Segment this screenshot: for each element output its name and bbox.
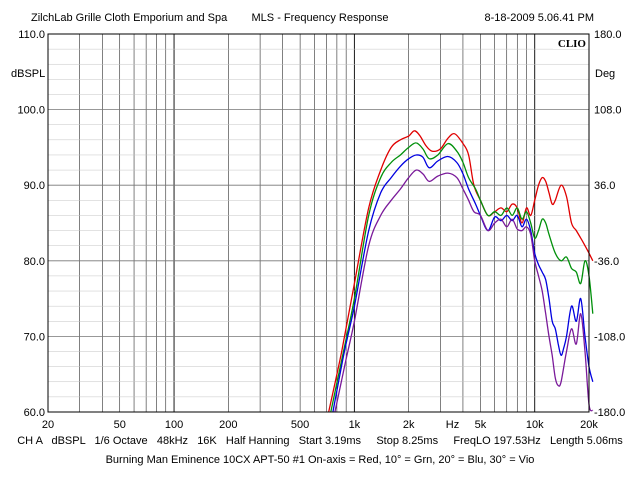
y-tick-labels: 110.0 100.0 90.0 80.0 70.0 60.0 bbox=[17, 29, 45, 419]
y-tick-label: 80.0 bbox=[24, 256, 45, 268]
series-group bbox=[328, 130, 594, 413]
clio-badge-bg bbox=[553, 36, 587, 49]
y2-tick-label: 180.0 bbox=[594, 29, 622, 41]
x-tick-label: Hz bbox=[446, 419, 459, 431]
footer-parameters: CH A dBSPL 1/6 Octave 48kHz 16K Half Han… bbox=[17, 435, 623, 447]
x-tick-label: 200 bbox=[219, 419, 237, 431]
y2-axis-label: Deg bbox=[595, 68, 615, 80]
x-tick-label: 20 bbox=[42, 419, 54, 431]
y2-tick-label: 108.0 bbox=[594, 105, 622, 117]
clio-logo: CLIO bbox=[558, 38, 587, 50]
x-tick-label: 20k bbox=[580, 419, 598, 431]
x-tick-label: 50 bbox=[114, 419, 126, 431]
y-tick-label: 90.0 bbox=[24, 180, 45, 192]
series-line-1 bbox=[328, 130, 594, 413]
grid-lines bbox=[48, 34, 589, 412]
y2-tick-label: -180.0 bbox=[594, 407, 625, 419]
y2-tick-label: -36.0 bbox=[594, 256, 619, 268]
y-tick-label: 100.0 bbox=[17, 105, 45, 117]
y-axis-label: dBSPL bbox=[11, 68, 45, 80]
y2-tick-label: 36.0 bbox=[594, 180, 615, 192]
y2-tick-labels: 180.0 108.0 36.0 -36.0 -108.0 -180.0 bbox=[594, 29, 625, 419]
y-tick-label: 60.0 bbox=[24, 407, 45, 419]
header-timestamp: 8-18-2009 5.06.41 PM bbox=[485, 12, 594, 24]
header-left: ZilchLab Grille Cloth Emporium and Spa bbox=[31, 12, 228, 24]
x-tick-label: 500 bbox=[291, 419, 309, 431]
series-line-4 bbox=[334, 169, 594, 413]
y-tick-label: 110.0 bbox=[18, 29, 45, 41]
y-tick-label: 70.0 bbox=[24, 331, 45, 343]
plot-area bbox=[48, 34, 589, 412]
x-tick-label: 1k bbox=[349, 419, 361, 431]
x-tick-labels: 20 50 100 200 500 1k 2k Hz 5k 10k 20k bbox=[42, 419, 598, 431]
series-line-2 bbox=[330, 142, 594, 413]
footer-legend: Burning Man Eminence 10CX APT-50 #1 On-a… bbox=[106, 454, 535, 466]
series-line-3 bbox=[332, 154, 594, 413]
y2-tick-label: -108.0 bbox=[594, 331, 625, 343]
plot-frame bbox=[47, 33, 590, 413]
x-tick-label: 10k bbox=[526, 419, 544, 431]
x-tick-label: 2k bbox=[403, 419, 415, 431]
chart-title: MLS - Frequency Response bbox=[252, 12, 389, 24]
x-tick-label: 5k bbox=[475, 419, 487, 431]
x-tick-label: 100 bbox=[165, 419, 183, 431]
